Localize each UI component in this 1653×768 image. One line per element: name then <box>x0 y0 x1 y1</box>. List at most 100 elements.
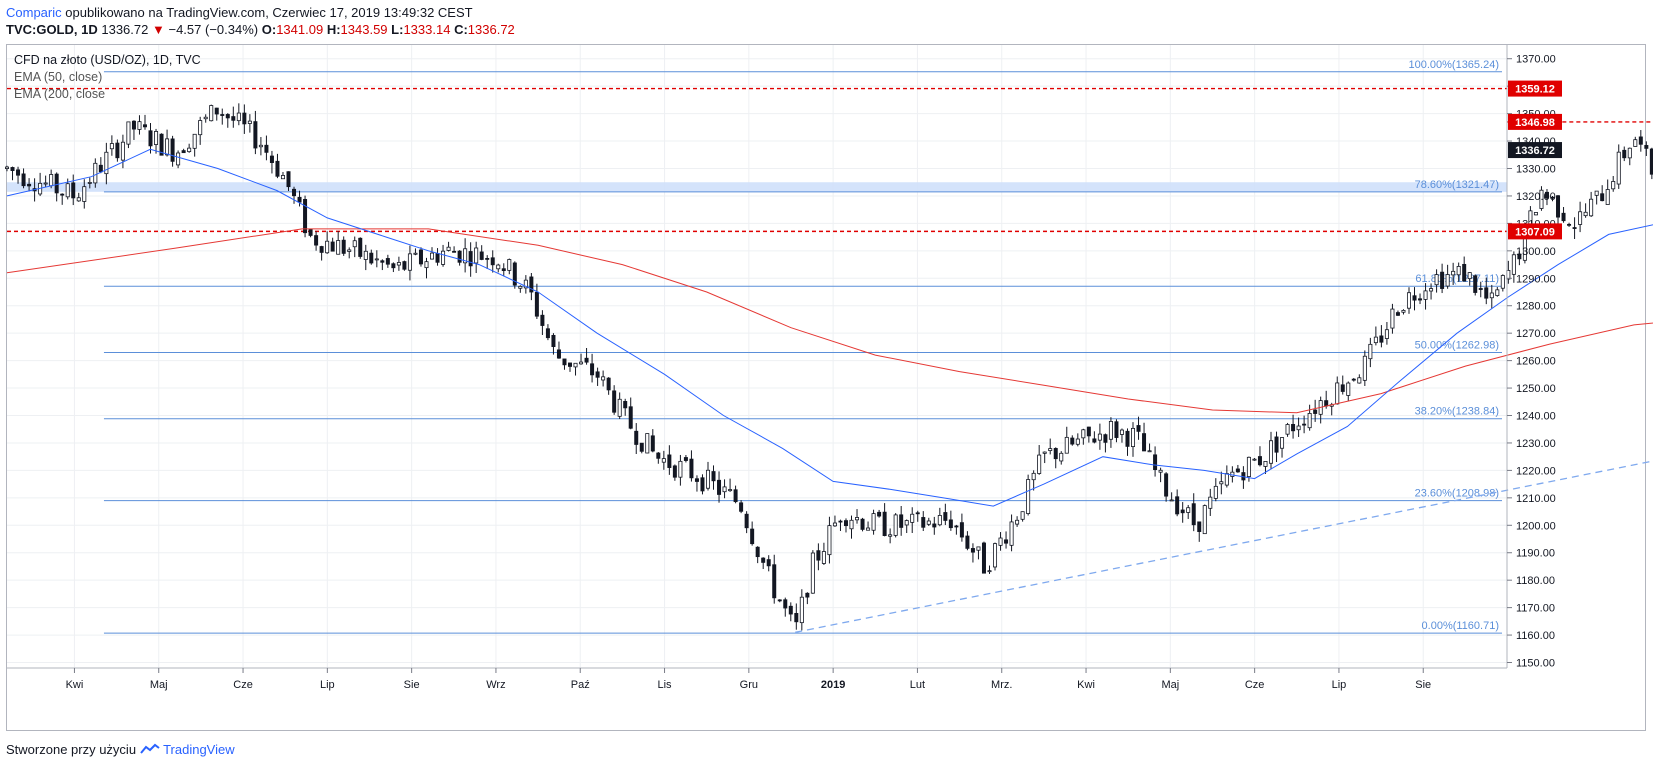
time-tick-label: Sie <box>1415 679 1431 691</box>
candle-body <box>358 237 363 257</box>
candle-body <box>959 522 964 538</box>
candle-body <box>468 251 473 267</box>
candle-body <box>1153 454 1158 471</box>
candle-body <box>1561 212 1566 222</box>
candle-body <box>181 150 186 154</box>
candle-body <box>1042 451 1047 454</box>
candle-body <box>214 107 219 115</box>
candle-body <box>705 469 710 489</box>
legend-ema200[interactable]: EMA (200, close <box>14 87 106 101</box>
high-label: H: <box>326 22 341 37</box>
candle-body <box>1053 448 1058 460</box>
candle-body <box>104 151 109 175</box>
candle-body <box>374 258 379 261</box>
candle-body <box>1097 433 1102 441</box>
candle-body <box>838 520 843 523</box>
candle-body <box>1500 275 1505 289</box>
candle-body <box>336 240 341 255</box>
candle-body <box>1589 198 1594 217</box>
candle-body <box>297 196 302 203</box>
candle-body <box>761 557 766 563</box>
price-axis: 1150.00 1160.00 1170.00 1180.00 1190.00 1200.… <box>1506 45 1562 670</box>
candle-body <box>490 257 495 266</box>
candle-body <box>843 520 848 527</box>
candle-body <box>866 527 871 531</box>
price-tick-label: 1170.00 <box>1516 603 1555 615</box>
candle-body <box>60 193 65 196</box>
candle-body <box>645 433 650 454</box>
candle-body <box>10 167 15 171</box>
candle-body <box>1484 287 1489 299</box>
legend-ema50[interactable]: EMA (50, close) <box>14 70 103 84</box>
candle-body <box>159 133 164 156</box>
candle-body <box>452 250 457 253</box>
candle-body <box>1384 329 1389 339</box>
candle-body <box>1495 289 1500 296</box>
candle-body <box>1423 290 1428 300</box>
tradingview-link[interactable]: TradingView <box>163 742 235 757</box>
candle-body <box>1208 496 1213 509</box>
time-tick-label: Lis <box>658 679 673 691</box>
price-tick-label: 1150.00 <box>1516 658 1555 670</box>
candle-body <box>1307 413 1312 429</box>
candle-body <box>1175 496 1180 515</box>
candle-body <box>1119 429 1124 435</box>
candle-body <box>694 478 699 482</box>
candle-body <box>590 363 595 376</box>
candle-body <box>722 486 727 493</box>
candle-body <box>617 398 622 417</box>
candle-body <box>1489 292 1494 299</box>
candle-body <box>1064 436 1069 454</box>
candle-body <box>556 349 561 359</box>
candle-body <box>424 261 429 269</box>
candle-body <box>904 520 909 526</box>
chart-frame[interactable] <box>6 44 1646 731</box>
time-tick-label: Mrz. <box>991 679 1012 691</box>
candle-body <box>1257 456 1262 466</box>
price-tick-label: 1280.00 <box>1516 301 1556 313</box>
author-link[interactable]: Comparic <box>6 5 62 20</box>
candle-body <box>1081 429 1086 439</box>
candle-body <box>529 276 534 293</box>
time-tick-label: Sie <box>404 679 420 691</box>
resistance-price-tag <box>1508 223 1562 240</box>
candle-body <box>43 182 48 185</box>
chart-legend: CFD na złoto (USD/OZ), 1D, TVC EMA (50, … <box>14 52 201 103</box>
candle-body <box>170 138 175 162</box>
candle-body <box>501 268 506 272</box>
candle-body <box>943 512 948 521</box>
candle-body <box>926 520 931 525</box>
candle-body <box>1296 425 1301 431</box>
candle-body <box>198 120 203 136</box>
candle-body <box>352 240 357 248</box>
candle-body <box>639 442 644 452</box>
candle-body <box>601 376 606 381</box>
candle-body <box>1362 355 1367 381</box>
candle-body <box>341 239 346 254</box>
candle-body <box>1539 189 1544 209</box>
candle-body <box>744 513 749 529</box>
created-with: Stworzone przy użyciu <box>6 742 137 757</box>
candle-body <box>21 173 26 187</box>
candle-body <box>496 264 501 270</box>
low-label: L: <box>391 22 404 37</box>
candle-body <box>1434 274 1439 286</box>
candle-body <box>777 599 782 602</box>
candle-body <box>347 249 352 252</box>
candle-body <box>1219 481 1224 485</box>
candle-body <box>998 537 1003 546</box>
candle-body <box>120 141 125 161</box>
candle-body <box>810 552 815 594</box>
candle-body <box>976 546 981 551</box>
candle-body <box>1031 472 1036 481</box>
support-zone <box>7 182 1507 192</box>
candle-body <box>1202 505 1207 535</box>
time-tick-label: Kwi <box>1077 679 1095 691</box>
candle-body <box>717 479 722 495</box>
candle-body <box>236 112 241 122</box>
price-tick-label: 1200.00 <box>1516 520 1556 532</box>
resistance-price-label: 1346.98 <box>1515 117 1555 129</box>
candle-body <box>1550 196 1555 199</box>
candle-body <box>1252 458 1257 461</box>
